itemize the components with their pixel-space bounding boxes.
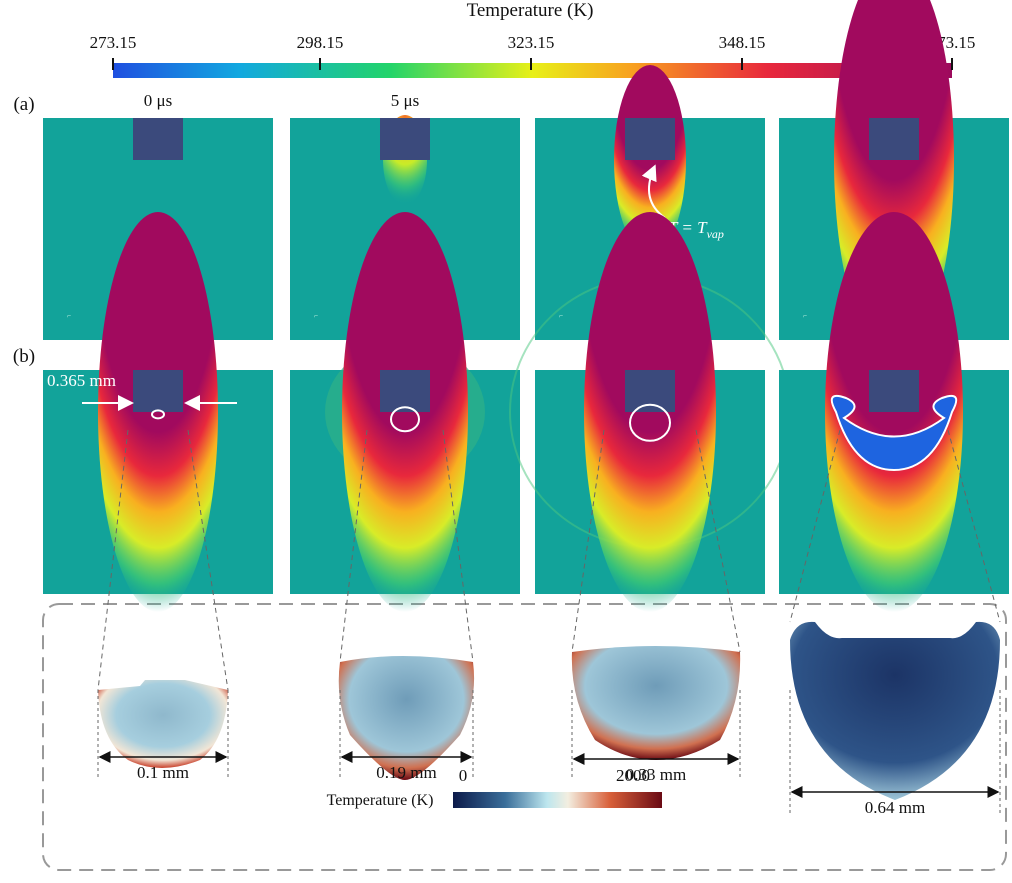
dimension-label: 0.33 mm [626,765,686,784]
nozzle [380,118,430,160]
axis-glyph: ⌐ [803,312,807,320]
panel-label: (b) [13,346,35,367]
dimension-label: 0.64 mm [865,798,925,817]
zoom-line [97,429,129,691]
axis-glyph: ⌐ [314,312,318,320]
colorbar-tick-label: 323.15 [508,33,555,52]
zoom-line [442,429,474,663]
vapor-bubble [830,394,958,472]
nozzle [380,370,430,412]
axis-glyph: ⌐ [67,312,71,320]
nozzle [625,118,675,160]
dimension-label: 0.19 mm [376,763,436,782]
time-label: 5 μs [391,91,419,110]
annotation: 0.365 mm [47,371,116,390]
annotation-subscript: vap [707,227,724,241]
vapor-contour [151,409,165,420]
zoom-line [695,429,741,653]
droplet [98,680,228,768]
zoom-line [947,429,1001,623]
nozzle [869,370,919,412]
colorbar-max: 2000 [616,766,650,785]
colorbar [453,792,662,808]
nozzle [133,118,183,160]
colorbar-tick-label: 298.15 [297,33,344,52]
nozzle [869,118,919,160]
time-label: 0 μs [144,91,172,110]
colorbar-tick-label: 273.15 [90,33,137,52]
vapor-contour [629,403,671,442]
nozzle [133,370,183,412]
zoom-line [187,429,229,691]
colorbar [113,63,952,78]
axis-glyph: ⌐ [559,312,563,320]
droplet [571,646,741,760]
zoom-box [42,603,1007,871]
droplet [790,621,1000,800]
colorbar-tick-label: 348.15 [719,33,766,52]
droplet [338,656,475,780]
colorbar-min: 0 [459,766,468,785]
colorbar-title: Temperature (K) [467,0,594,21]
arrow [641,164,666,219]
dimension-label: 0.1 mm [137,763,189,782]
vapor-contour [390,406,420,433]
zoom-line [571,429,605,653]
colorbar-title: Temperature (K) [327,792,434,809]
panel-label: (a) [13,94,34,115]
zoom-line [339,429,368,663]
zoom-line [789,429,841,623]
